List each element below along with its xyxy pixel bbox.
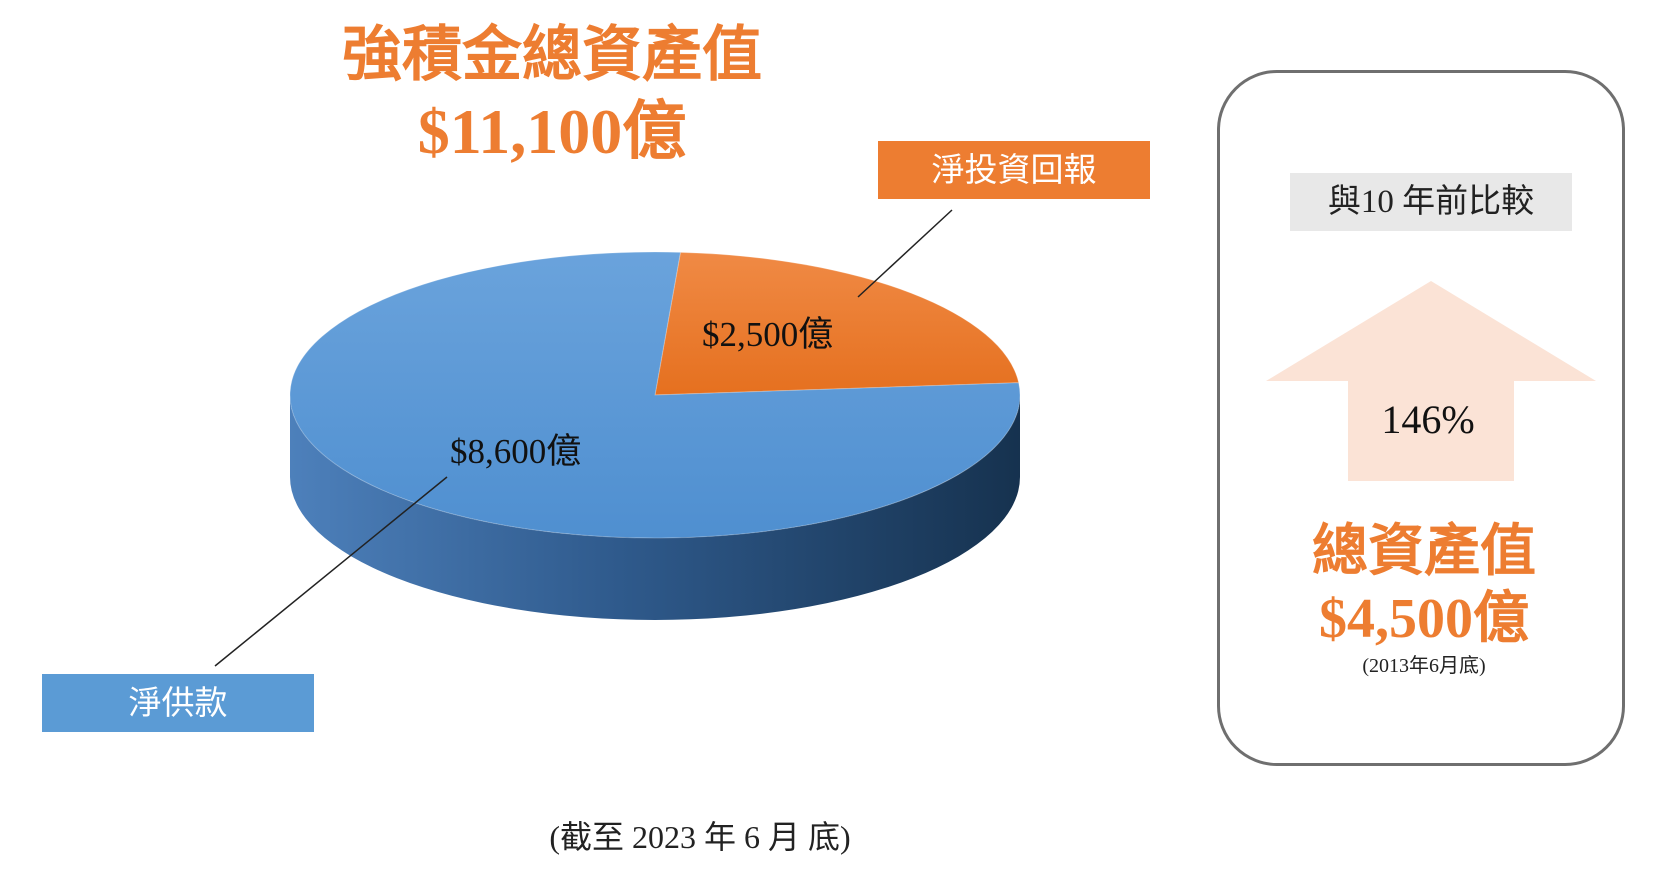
growth-percentage: 146% bbox=[1381, 397, 1475, 442]
legend-callout-returns: 淨投資回報 bbox=[878, 141, 1150, 199]
comparison-panel: 與10 年前比較 146% 總資產值 $4,500億 (2013年6月底) bbox=[1217, 70, 1625, 766]
past-total-title: 總資產值 bbox=[1312, 518, 1536, 584]
past-total-date: (2013年6月底) bbox=[1362, 655, 1486, 677]
total-assets-value: $11,100億 bbox=[417, 96, 687, 167]
as-of-date-note: (截至 2023 年 6 月 底) bbox=[549, 819, 851, 855]
pie-side-wall bbox=[290, 395, 1020, 620]
slice-label-contributions: $8,600億 bbox=[450, 432, 582, 471]
leader-line-contributions bbox=[214, 476, 448, 667]
comparison-badge: 與10 年前比較 bbox=[1290, 173, 1572, 231]
slice-label-returns: $2,500億 bbox=[702, 315, 834, 354]
pie-slice-contributions bbox=[289, 251, 1021, 539]
pie-slice-returns bbox=[654, 251, 1020, 396]
chart-title: 強積金總資產值 bbox=[342, 20, 762, 90]
up-arrow-icon bbox=[1266, 281, 1596, 481]
leader-line-returns bbox=[857, 209, 953, 298]
past-total-value: $4,500億 bbox=[1319, 588, 1529, 650]
legend-callout-contributions: 淨供款 bbox=[42, 674, 314, 732]
